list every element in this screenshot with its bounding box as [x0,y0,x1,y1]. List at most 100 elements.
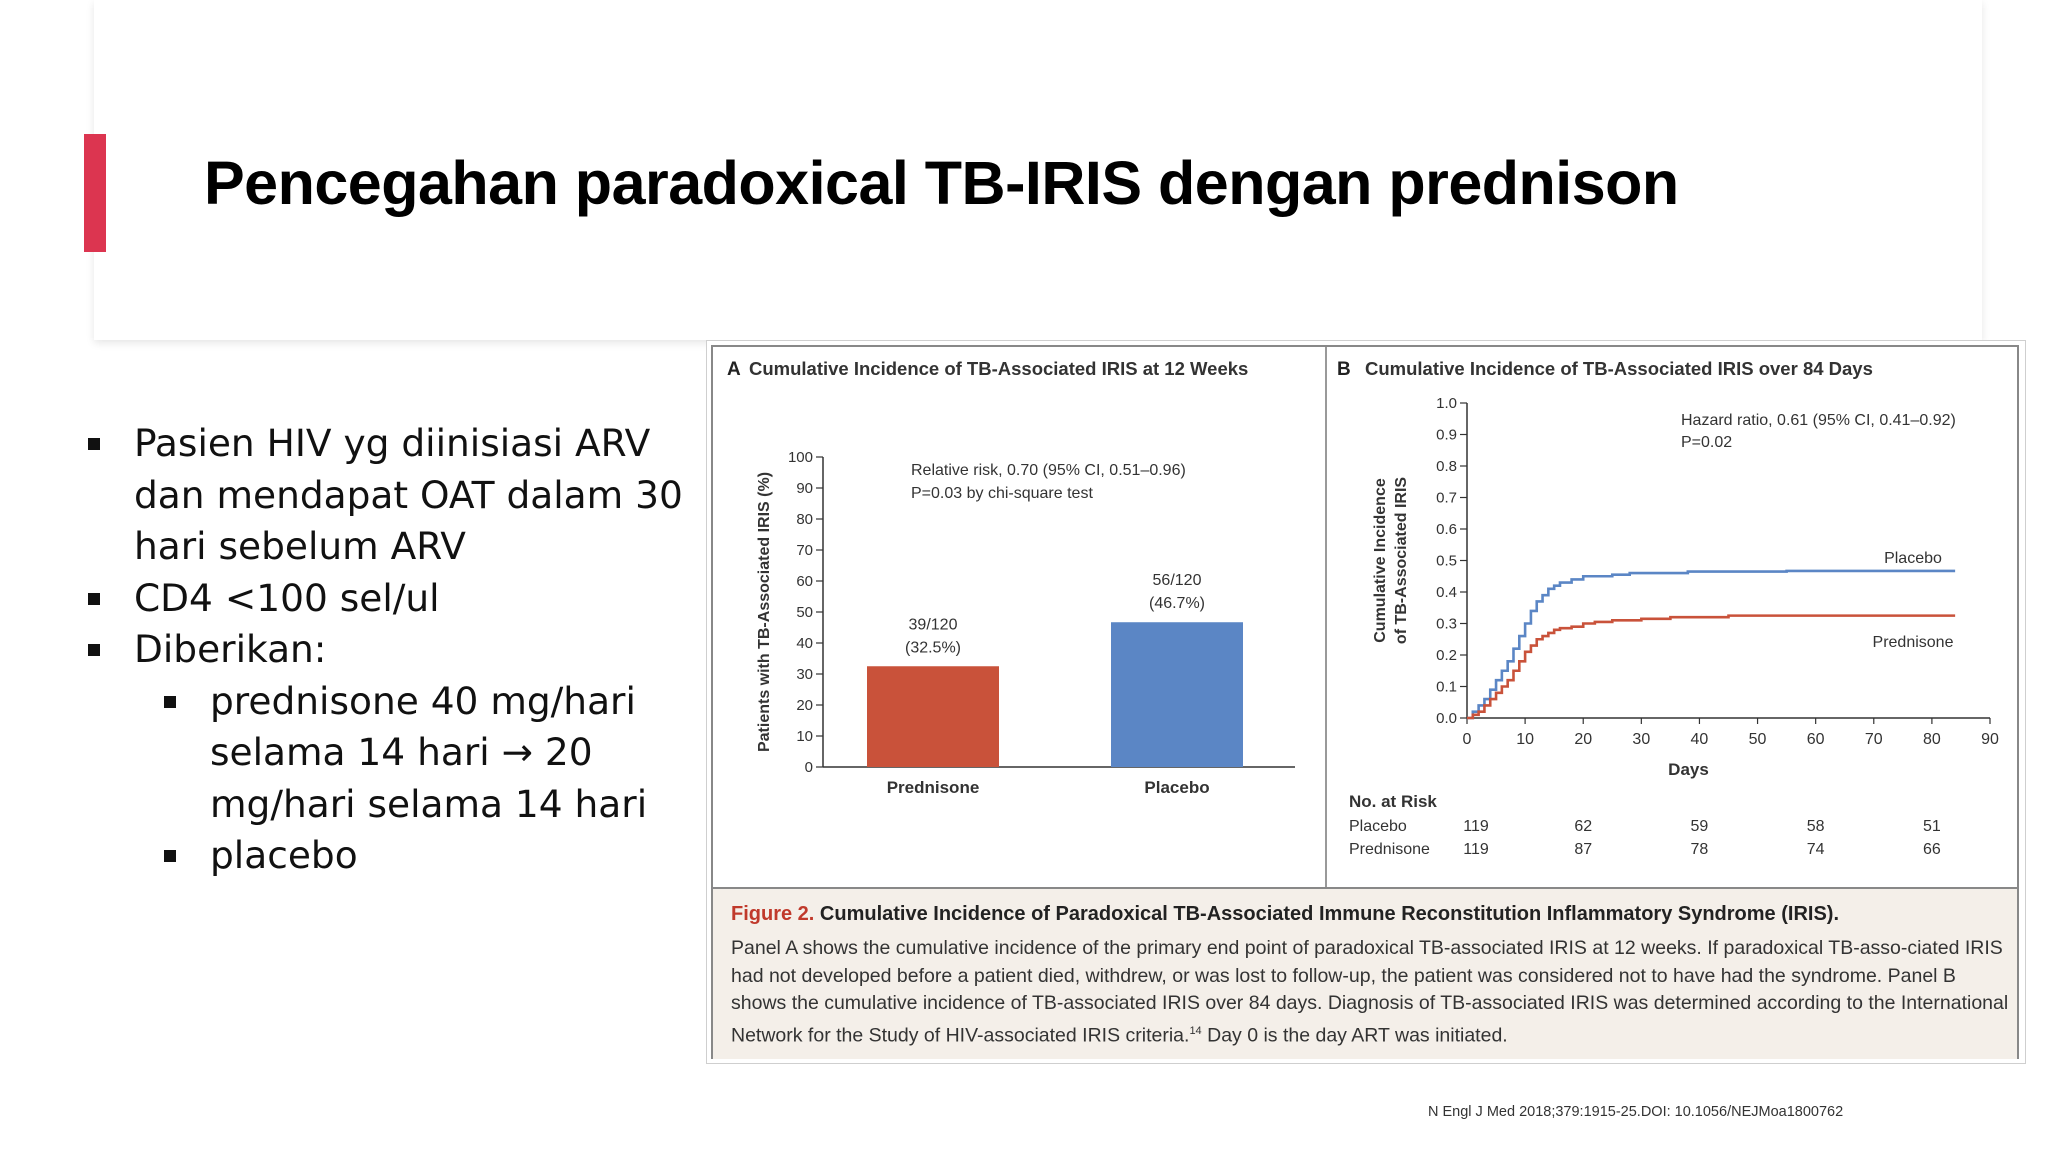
caption-body: Panel A shows the cumulative incidence o… [731,935,2009,1050]
y-tick-label: 0.0 [1436,710,1457,727]
sub-bullet-item: prednisone 40 mg/hari selama 14 hari → 2… [164,676,688,831]
at-risk-row-label: Prednisone [1349,841,1430,858]
bullet-text: prednisone 40 mg/hari selama 14 hari → 2… [210,678,648,826]
panel-label: A [727,359,741,380]
y-tick-label: 10 [796,728,813,745]
y-tick-label: 0.8 [1436,458,1457,475]
at-risk-value: 119 [1463,841,1489,858]
caption-body-tail: Day 0 is the day ART was initiated. [1201,1024,1508,1046]
chart-annotation: Relative risk, 0.70 (95% CI, 0.51–0.96) [911,462,1186,479]
y-axis-label: of TB-Associated IRIS [1393,477,1410,644]
y-tick-label: 40 [796,635,813,652]
y-tick-label: 0.1 [1436,679,1457,696]
at-risk-value: 87 [1574,841,1592,858]
bullet-square-icon [88,592,100,605]
chart-title: Cumulative Incidence of TB-Associated IR… [749,358,1248,379]
series-line [1467,569,1956,720]
chart-title: Cumulative Incidence of TB-Associated IR… [1365,358,1873,379]
y-tick-label: 0.6 [1436,521,1457,538]
at-risk-value: 119 [1463,818,1489,835]
bar [867,666,999,767]
x-category-label: Placebo [1144,778,1209,797]
bullet-text: Diberikan: [134,627,327,671]
bullet-item: Pasien HIV yg diinisiasi ARV dan mendapa… [88,418,688,573]
bar [1111,622,1243,767]
bullet-item: CD4 <100 sel/ul [88,573,688,625]
at-risk-value: 62 [1574,818,1592,835]
y-tick-label: 0 [805,759,813,776]
panel-label: B [1337,359,1351,380]
y-tick-label: 90 [796,480,813,497]
at-risk-value: 74 [1807,841,1825,858]
caption-heading: Cumulative Incidence of Paradoxical TB-A… [819,903,1840,925]
chart-annotation: Hazard ratio, 0.61 (95% CI, 0.41–0.92) [1681,412,1956,429]
panel-b-line-chart: B Cumulative Incidence of TB-Associated I… [1337,358,1999,858]
bullet-list: Pasien HIV yg diinisiasi ARV dan mendapa… [88,418,688,882]
bar-value-label: 39/120 [909,616,958,633]
y-axis-label: Cumulative Incidence [1372,478,1389,643]
x-tick-label: 50 [1749,731,1767,748]
x-tick-label: 80 [1923,731,1941,748]
sub-bullet-item: placebo [164,830,688,882]
y-tick-label: 1.0 [1436,395,1457,412]
x-tick-label: 60 [1807,731,1825,748]
y-tick-label: 100 [788,449,813,466]
header-card [94,0,1982,340]
at-risk-row-label: Placebo [1349,818,1407,835]
at-risk-value: 59 [1691,818,1709,835]
bar-value-label: 56/120 [1153,572,1202,589]
y-tick-label: 0.3 [1436,616,1457,633]
figure-frame: A Cumulative Incidence of TB-Associated I… [711,345,2019,1059]
at-risk-title: No. at Risk [1349,792,1437,811]
y-tick-label: 0.7 [1436,490,1457,507]
at-risk-value: 58 [1807,818,1825,835]
bar-value-label: (32.5%) [905,639,961,656]
x-tick-label: 10 [1516,731,1534,748]
y-tick-label: 0.4 [1436,584,1457,601]
bullet-square-icon [164,850,176,862]
figure-caption: Figure 2. Cumulative Incidence of Parado… [713,887,2017,1059]
at-risk-value: 78 [1691,841,1709,858]
bullet-square-icon [164,695,176,708]
chart-annotation: P=0.02 [1681,434,1732,451]
y-axis-label: Patients with TB-Associated IRIS (%) [756,472,773,752]
y-tick-label: 20 [796,697,813,714]
at-risk-value: 51 [1923,818,1941,835]
x-tick-label: 70 [1865,731,1883,748]
x-tick-label: 90 [1981,731,1999,748]
caption-figure-number: Figure 2. [731,903,815,925]
y-tick-label: 0.9 [1436,427,1457,444]
x-tick-label: 20 [1574,731,1592,748]
source-citation: N Engl J Med 2018;379:1915-25.DOI: 10.10… [1428,1104,1844,1120]
x-axis-label: Days [1668,760,1709,779]
y-tick-label: 0.5 [1436,553,1457,570]
x-category-label: Prednisone [887,778,980,797]
slide-title: Pencegahan paradoxical TB-IRIS dengan pr… [204,149,1679,217]
caption-body-text: Panel A shows the cumulative incidence o… [731,937,2009,1046]
caption-title: Figure 2. Cumulative Incidence of Parado… [731,903,1839,926]
panel-a-bar-chart: A Cumulative Incidence of TB-Associated I… [727,358,1295,797]
y-tick-label: 70 [796,542,813,559]
bar-value-label: (46.7%) [1149,595,1205,612]
y-tick-label: 60 [796,573,813,590]
x-tick-label: 0 [1463,731,1472,748]
bullet-text: CD4 <100 sel/ul [134,575,440,620]
bullet-item: Diberikan: [88,624,688,676]
series-label: Placebo [1884,550,1942,567]
caption-reference: 14 [1189,1024,1202,1037]
at-risk-value: 66 [1923,841,1941,858]
bullet-square-icon [88,438,100,450]
x-tick-label: 40 [1691,731,1709,748]
y-tick-label: 30 [796,666,813,683]
y-tick-label: 80 [796,511,813,528]
y-tick-label: 0.2 [1436,647,1457,664]
title-accent-bar [84,134,106,252]
bullet-square-icon [88,644,100,656]
bullet-text: placebo [210,833,358,877]
series-label: Prednisone [1873,634,1954,651]
chart-annotation: P=0.03 by chi-square test [911,485,1093,502]
x-tick-label: 30 [1632,731,1650,748]
bullet-text: Pasien HIV yg diinisiasi ARV dan mendapa… [134,421,683,568]
series-line [1467,614,1956,720]
nejm-figure: A Cumulative Incidence of TB-Associated I… [706,340,2026,1064]
